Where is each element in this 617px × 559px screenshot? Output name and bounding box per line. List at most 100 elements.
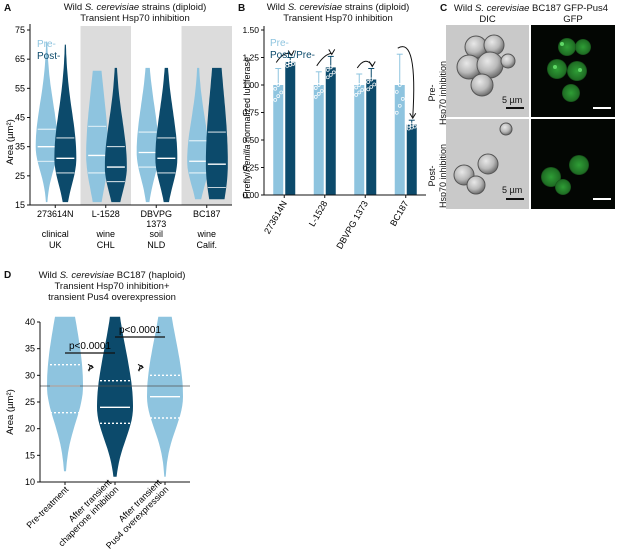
panel-a-violin: [35, 41, 58, 203]
scale-bar-pre: [506, 107, 524, 109]
panel-a-ylabel: Area (µm²): [5, 119, 16, 165]
panel-b-data-point: [366, 87, 371, 92]
panel-b-arrow: [316, 52, 332, 67]
panel-b-data-point: [325, 75, 330, 80]
dic-image-post: 5 µm: [446, 119, 529, 209]
panel-b-data-point: [360, 88, 365, 92]
panel-b-data-point: [354, 85, 359, 90]
panel-a-violin: [86, 70, 109, 203]
panel-b-data-point: [313, 95, 318, 99]
panel-b-arrowhead: [368, 61, 376, 68]
panel-a-strain-label: BC187: [193, 209, 221, 219]
panel-a-source-label: soil: [149, 229, 163, 239]
panel-c-letter: C: [440, 3, 448, 14]
panel-b-title: Wild S. cerevisiae strains (diploid) Tra…: [266, 2, 410, 24]
panel-b-data-point: [369, 77, 374, 82]
panel-a-origin-label: UK: [49, 240, 62, 250]
panel-a-origin-label: CHL: [97, 240, 115, 250]
panel-b-data-point: [409, 122, 414, 127]
panel-a-strain-label: L-1528: [92, 209, 120, 219]
panel-b-y-tick-label: 0.75: [242, 108, 259, 118]
scale-bar-gfp-pre: [593, 107, 611, 109]
panel-d-y-tick-label: 25: [25, 397, 35, 407]
panel-b-data-point: [397, 83, 402, 87]
panel-b-bar: [394, 85, 405, 195]
panel-a-legend-pre: Pre-: [37, 39, 56, 50]
panel-b-data-point: [276, 94, 281, 98]
panel-b-x-label: L-1528: [307, 199, 330, 228]
panel-a-title: Wild S. cerevisiae strains (diploid) Tra…: [63, 2, 207, 24]
panel-b-data-point: [319, 89, 324, 93]
panel-b-data-point: [394, 110, 399, 115]
panel-a-origin-label: NLD: [147, 240, 166, 250]
panel-d-y-tick-label: 35: [25, 344, 35, 354]
panel-b-data-point: [288, 60, 293, 64]
panel-d-y-tick-label: 15: [25, 450, 35, 460]
panel-a-violin: [104, 67, 127, 203]
panel-b-data-point: [394, 90, 399, 94]
dic-cells-post: [453, 122, 513, 195]
panel-b-ylabel: Firefly/Renilla normalized luciferase: [242, 57, 252, 199]
panel-a-y-tick-label: 75: [15, 25, 25, 35]
panel-b-data-point: [354, 93, 359, 97]
panel-b-data-point: [313, 86, 318, 90]
panel-b-bar: [273, 85, 284, 195]
panel-d-x-label: Pre-treatment: [24, 484, 70, 530]
panel-a-strain-sublabel: 1373: [146, 219, 166, 229]
panel-b-arrow: [397, 46, 415, 118]
scale-label-pre: 5 µm: [502, 95, 523, 105]
panel-d-letter: D: [4, 270, 12, 281]
panel-b-y-tick-label: 1.00: [242, 80, 259, 90]
panel-b-bar: [325, 67, 336, 195]
panel-d-ylabel: Area (µm²): [5, 389, 16, 435]
panel-b-x-label: BC187: [388, 199, 410, 228]
panel-b-y-tick-label: 1.25: [242, 53, 259, 63]
panel-b-arrowhead: [328, 49, 336, 56]
panel-a-y-tick-label: 35: [15, 142, 25, 152]
panel-d-y-tick-label: 40: [25, 317, 35, 327]
scale-label-post: 5 µm: [502, 185, 523, 195]
panel-b-y-tick-label: 1.50: [242, 25, 259, 35]
panel-d-pvalue: p<0.0001: [119, 325, 161, 336]
panel-a-y-tick-label: 45: [15, 113, 25, 123]
panel-b-data-point: [369, 85, 374, 89]
panel-a-y-tick-label: 55: [15, 83, 25, 93]
panel-b-bar: [366, 79, 377, 195]
panel-a-violin: [136, 67, 159, 203]
panel-b-y-tick-label: 0.50: [242, 135, 259, 145]
dic-cells-pre: [456, 34, 516, 97]
panel-a-letter: A: [4, 3, 12, 14]
panel-b-legend-pre: Pre-: [270, 38, 289, 49]
panel-b-bar: [285, 61, 296, 196]
panel-b-data-point: [316, 92, 321, 96]
panel-a-y-tick-label: 25: [15, 171, 25, 181]
panel-b-data-point: [273, 97, 278, 102]
panel-a-violin: [205, 67, 228, 200]
panel-b-data-point: [357, 90, 362, 95]
panel-c-col-dic: DIC: [479, 14, 496, 25]
panel-a-source-label: clinical: [42, 229, 69, 239]
panel-b-x-label: 273614N: [262, 199, 289, 236]
gfp-image-pre: [531, 25, 615, 117]
panel-a-violin: [54, 44, 77, 203]
panel-a-y-tick-label: 15: [15, 200, 25, 210]
scale-bar-gfp-post: [593, 198, 611, 200]
panel-a-source-label: wine: [95, 229, 115, 239]
panel-a-source-label: wine: [196, 229, 216, 239]
panel-a-violin: [187, 67, 210, 200]
panel-a-y-tick-label: 65: [15, 54, 25, 64]
panel-b-data-point: [328, 65, 333, 70]
panel-b-data-point: [357, 83, 362, 87]
panel-b-arrowhead: [409, 112, 417, 120]
panel-d-arrowhead: [87, 363, 94, 371]
panel-d-y-tick-label: 10: [25, 477, 35, 487]
panel-b-y-tick-label: 0.25: [242, 163, 259, 173]
panel-b-bar: [406, 124, 417, 195]
panel-c-col-gfp: GFP: [563, 14, 583, 25]
panel-b-chart: 0.00 0.25 0.50 0.75 1.00 1.25 1.50 Firefly/Ren…: [242, 25, 426, 251]
panel-b-data-point: [400, 97, 405, 101]
panel-b-data-point: [291, 62, 296, 66]
panel-b-bar: [354, 85, 365, 195]
panel-b-letter: B: [238, 3, 246, 14]
panel-d-title: Wild S. cerevisiae BC187 (haploid) Trans…: [38, 270, 186, 303]
